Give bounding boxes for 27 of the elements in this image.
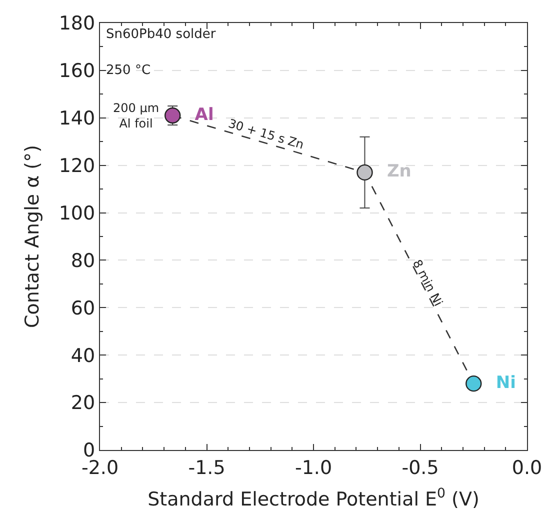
x-tick-label: -2.0: [81, 456, 119, 479]
point: [164, 107, 181, 124]
y-tick-label: 20: [70, 392, 96, 414]
y-tick-label: 60: [70, 297, 96, 320]
y-tick-label: 80: [70, 250, 96, 272]
annotation: 250 °C: [106, 63, 151, 78]
y-tick-label: 160: [58, 60, 96, 82]
point: [466, 375, 482, 392]
x-tick-label: -0.5: [402, 456, 439, 479]
x-tick-label: 0.0: [512, 456, 542, 479]
y-axis-title: Contact Angle α (°): [22, 145, 44, 328]
annotation: Sn60Pb40 solder: [106, 27, 216, 42]
y-tick-label: 140: [58, 108, 96, 130]
annotation: 200 µm Al foil: [113, 101, 160, 131]
series-label: Ni: [484, 372, 516, 393]
annotation: 30 + 15 s Zn: [226, 116, 306, 152]
x-tick-label: -1.0: [294, 456, 332, 479]
x-tick-label: -1.5: [188, 456, 226, 479]
series-label: Zn: [375, 162, 412, 182]
series-label: Al: [182, 104, 214, 125]
y-tick-label: 120: [58, 154, 96, 177]
annotation: 8 min Ni: [410, 257, 446, 308]
x-axis-title: Standard Electrode Potential E$^{0}$ (V): [148, 486, 480, 511]
y-tick-label: 180: [58, 12, 96, 35]
point: [356, 164, 373, 181]
y-tick-label: 40: [70, 344, 96, 367]
y-tick-label: 100: [58, 202, 96, 224]
